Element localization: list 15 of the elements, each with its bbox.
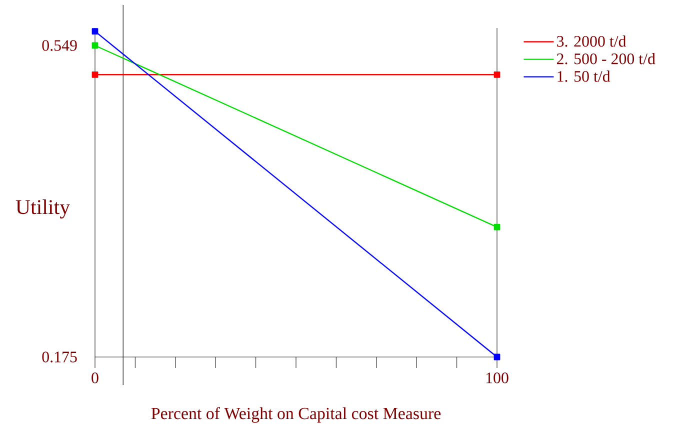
point: [92, 71, 98, 78]
x-axis-title: Percent of Weight on Capital cost Measure: [151, 407, 441, 423]
legend-label: 1. 50 t/d: [558, 70, 610, 82]
legend-label: 2. 500 - 200 t/d: [557, 53, 656, 64]
x-tick-label: 100: [486, 372, 508, 384]
x-tick-label: 0: [92, 372, 98, 384]
y-tick-label: 0.549: [42, 40, 77, 51]
y-tick-label: 0.175: [42, 352, 77, 362]
point: [494, 224, 500, 230]
legend-label: 3. 2000 t/d: [557, 35, 626, 47]
point: [494, 354, 500, 360]
point: [92, 28, 98, 35]
point: [92, 42, 98, 49]
point: [494, 71, 500, 78]
y-axis-title: Utility: [16, 199, 70, 218]
